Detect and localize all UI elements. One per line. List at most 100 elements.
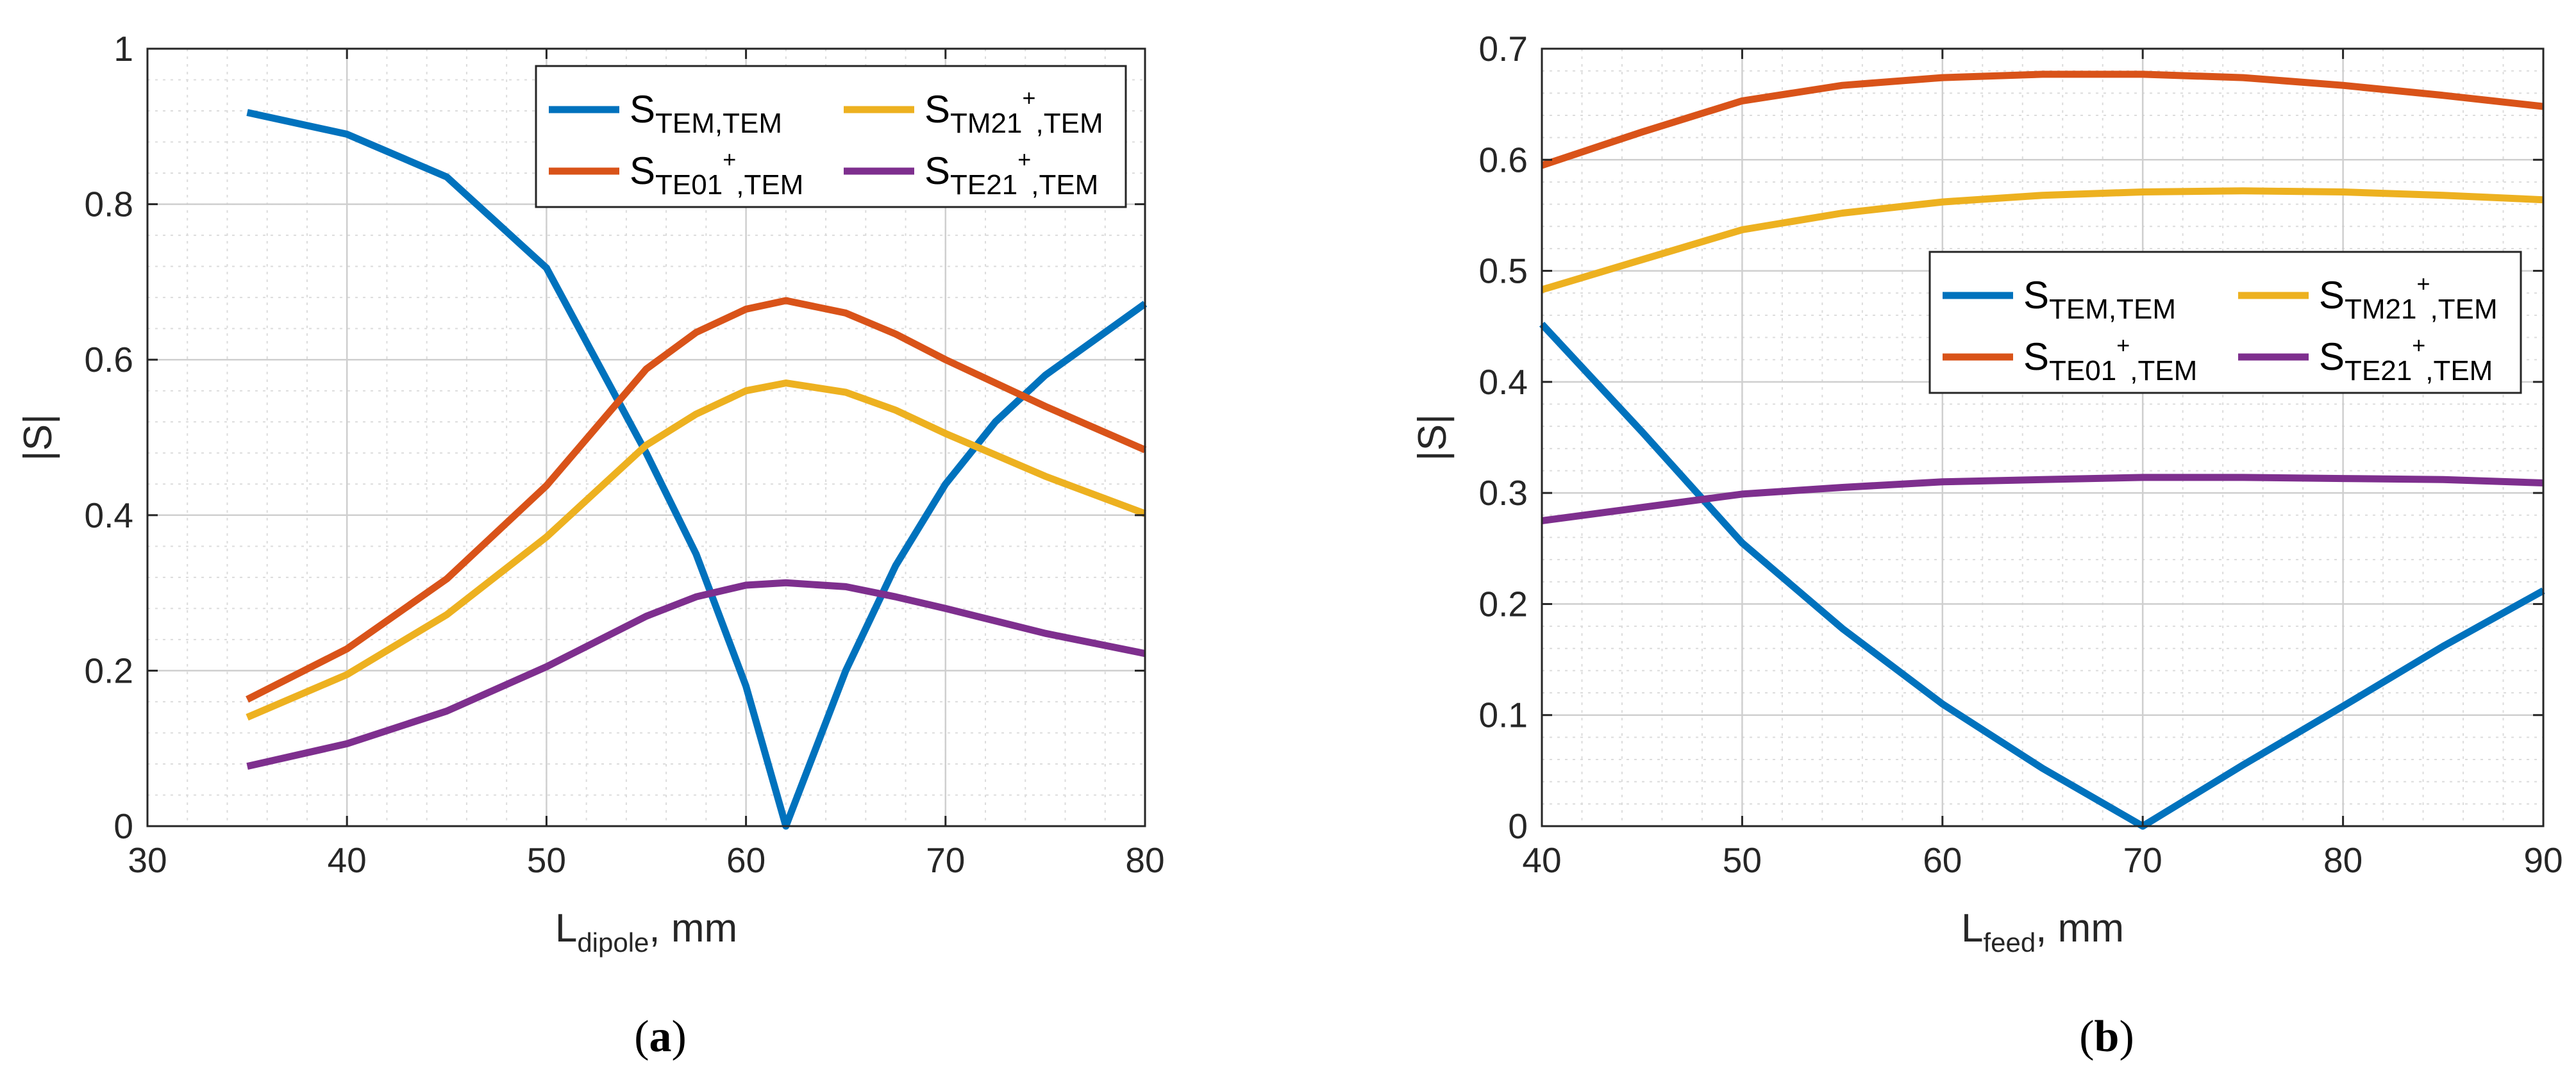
legend-label-sup: + — [1023, 85, 1036, 111]
axes-box — [146, 47, 1146, 827]
y-tick-label: 0.1 — [1479, 695, 1528, 735]
y-tick-label: 0.8 — [85, 185, 133, 224]
x-axis-label-sub: feed — [1983, 927, 2036, 958]
caption-letter: b — [2095, 1012, 2120, 1061]
series-line-te01 — [246, 297, 1147, 703]
legend-entry: STEM,TEM — [1943, 274, 2176, 325]
legend-box — [535, 65, 1127, 208]
legend-label-sup: + — [2116, 332, 2130, 358]
y-tick-label: 0.6 — [85, 340, 133, 379]
legend-label-main: S — [924, 149, 950, 192]
panel-caption: (b) — [2079, 1012, 2134, 1061]
legend-label: STE01+,TEM — [630, 146, 803, 201]
legend-label-sub: TEM,TEM — [2049, 294, 2176, 325]
legend-label-sup: + — [1017, 146, 1031, 172]
legend-label: STE21+,TEM — [2319, 332, 2493, 386]
x-axis-label-main: L — [555, 906, 577, 950]
legend-label-subtail: ,TEM — [2130, 355, 2197, 386]
x-tick-label: 80 — [1125, 840, 1164, 880]
legend-label-sup: + — [723, 146, 736, 172]
legend-label-subtail: ,TEM — [2425, 355, 2493, 386]
legend-entry: STE21+,TEM — [2238, 332, 2493, 386]
legend-entry: STEM,TEM — [549, 88, 782, 139]
legend-label-sub: TM21 — [2345, 294, 2416, 325]
y-tick-label: 0 — [113, 806, 133, 846]
x-tick-label: 90 — [2523, 840, 2563, 880]
legend-label-subtail: ,TEM — [1031, 169, 1098, 201]
y-tick-label: 0.6 — [1479, 140, 1528, 179]
series-line-temtem — [246, 109, 1148, 830]
legend-label: STM21+,TEM — [2319, 270, 2498, 325]
series-line-tm21 — [246, 379, 1146, 721]
x-tick-label: 60 — [726, 840, 765, 880]
series-line-te01 — [1541, 71, 2544, 169]
legend-entry: STE01+,TEM — [1943, 332, 2197, 386]
legend-label-sup: + — [2412, 332, 2425, 358]
x-tick-label: 30 — [128, 840, 167, 880]
legend-label-subtail: ,TEM — [1036, 108, 1103, 139]
x-tick-label: 40 — [1522, 840, 1561, 880]
series-line-tm21 — [1541, 187, 2544, 294]
legend-label-main: S — [924, 88, 950, 131]
legend-label-main: S — [2319, 274, 2345, 317]
legend-label-sup: + — [2417, 270, 2430, 297]
x-axis-label-suffix: , mm — [2036, 906, 2124, 950]
legend-label-main: S — [630, 88, 655, 131]
series-line-temtem — [1539, 321, 2545, 830]
legend-entry: STE01+,TEM — [549, 146, 803, 201]
legend-label-subtail: ,TEM — [2430, 294, 2498, 325]
legend-entry: STM21+,TEM — [2238, 270, 2498, 325]
x-tick-label: 70 — [2123, 840, 2162, 880]
y-axis-label: |S| — [1410, 414, 1455, 461]
y-tick-label: 0.4 — [1479, 362, 1528, 402]
tick-marks — [1541, 47, 2545, 827]
legend-label-subtail: ,TEM — [736, 169, 803, 201]
plot-area — [1542, 49, 2543, 826]
legend-label-sub: TE01 — [2049, 355, 2116, 386]
legend-entry: STE21+,TEM — [844, 146, 1098, 201]
legend-label-sub: TE21 — [950, 169, 1017, 201]
panel-a: 30 40 50 60 70 80 0 0.2 0.4 0.6 0.8 1 Ldipole, mm |S|… — [16, 29, 1165, 1061]
x-tick-label: 40 — [328, 840, 367, 880]
x-axis-label-suffix: , mm — [649, 906, 737, 950]
y-tick-label: 1 — [113, 29, 133, 69]
legend-label-sub: TE21 — [2345, 355, 2412, 386]
series-line-te21 — [1541, 474, 2544, 524]
panel-caption: (a) — [634, 1012, 687, 1061]
legend-label-sub: TM21 — [950, 108, 1022, 139]
x-axis-label-sub: dipole — [577, 927, 649, 958]
legend-label-main: S — [2023, 274, 2049, 317]
x-tick-label: 70 — [926, 840, 965, 880]
caption-paren-open: ( — [2079, 1012, 2094, 1061]
y-tick-label: 0.5 — [1479, 251, 1528, 291]
y-tick-label: 0.7 — [1479, 29, 1528, 69]
y-tick-label: 0.3 — [1479, 473, 1528, 513]
legend-label-main: S — [630, 149, 655, 192]
legend-label-main: S — [2023, 335, 2049, 378]
legend-label-sub: TE01 — [655, 169, 723, 201]
axes-box — [1541, 47, 2545, 827]
tick-marks — [146, 47, 1146, 827]
legend-label-main: S — [2319, 335, 2345, 378]
x-axis-label: Lfeed, mm — [1961, 906, 2124, 958]
y-axis-label: |S| — [16, 414, 60, 461]
series-line-te21 — [246, 579, 1146, 770]
y-tick-label: 0 — [1508, 806, 1528, 846]
x-tick-label: 80 — [2323, 840, 2363, 880]
legend-label: STEM,TEM — [630, 88, 782, 139]
x-tick-label: 60 — [1923, 840, 1962, 880]
legend-label: STE21+,TEM — [924, 146, 1098, 201]
legend-entry: STM21+,TEM — [844, 85, 1103, 139]
legend-label-sub: TEM,TEM — [655, 108, 782, 139]
legend-box — [1928, 251, 2522, 394]
x-axis-label: Ldipole, mm — [555, 906, 737, 958]
caption-paren-close: ) — [2119, 1012, 2134, 1061]
legend-label: STE01+,TEM — [2023, 332, 2197, 386]
y-tick-label: 0.4 — [85, 495, 133, 535]
caption-paren-close: ) — [672, 1012, 687, 1061]
legend-label: STEM,TEM — [2023, 274, 2176, 325]
caption-letter: a — [649, 1012, 672, 1061]
